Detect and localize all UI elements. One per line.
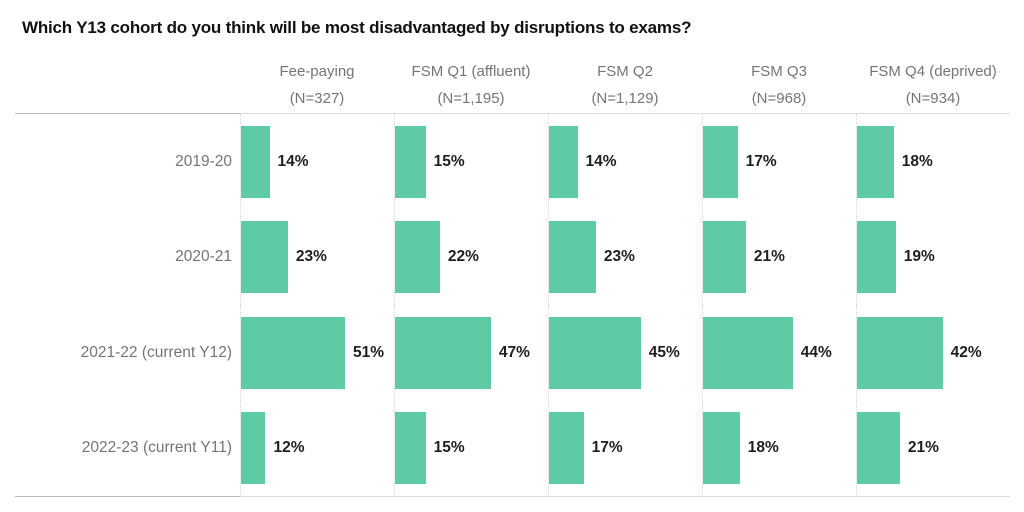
bar-cell: 18% bbox=[702, 400, 856, 496]
bar-value-label: 14% bbox=[277, 152, 309, 170]
bar-value-label: 21% bbox=[753, 248, 785, 266]
bar-value-label: 15% bbox=[433, 152, 465, 170]
bar-cell: 17% bbox=[702, 114, 856, 210]
column-header-fsm-q2: FSM Q2 (N=1,129) bbox=[548, 58, 702, 113]
bar bbox=[857, 316, 943, 389]
bar bbox=[857, 221, 896, 294]
column-header-n: (N=1,129) bbox=[591, 90, 659, 107]
grouped-bar-chart: Fee-paying (N=327) FSM Q1 (affluent) (N=… bbox=[15, 40, 1010, 497]
bar-cell: 51% bbox=[240, 305, 394, 401]
bar bbox=[857, 125, 894, 198]
bar-value-label: 23% bbox=[295, 248, 327, 266]
bar-value-label: 17% bbox=[745, 152, 777, 170]
bar-value-label: 44% bbox=[800, 343, 832, 361]
bar-cell: 21% bbox=[856, 400, 1010, 496]
column-header-name: FSM Q1 (affluent) bbox=[411, 63, 531, 80]
bar-value-label: 23% bbox=[603, 248, 635, 266]
bar bbox=[549, 412, 584, 485]
chart-row: 2019-20 14% 15% 14% 17% 18% bbox=[15, 114, 1010, 210]
column-header-fsm-q3: FSM Q3 (N=968) bbox=[702, 58, 856, 113]
bar-cell: 45% bbox=[548, 305, 702, 401]
chart-row: 2020-21 23% 22% 23% 21% 19% bbox=[15, 209, 1010, 305]
bar bbox=[395, 221, 440, 294]
column-header-fee-paying: Fee-paying (N=327) bbox=[240, 58, 394, 113]
bar-cell: 23% bbox=[548, 209, 702, 305]
column-headers: Fee-paying (N=327) FSM Q1 (affluent) (N=… bbox=[15, 40, 1010, 113]
bar bbox=[395, 412, 426, 485]
bar-value-label: 22% bbox=[447, 248, 479, 266]
bar-value-label: 14% bbox=[585, 152, 617, 170]
bar-value-label: 45% bbox=[648, 343, 680, 361]
bar-cell: 14% bbox=[240, 114, 394, 210]
bar-cell: 47% bbox=[394, 305, 548, 401]
bar bbox=[703, 412, 740, 485]
row-label: 2021-22 (current Y12) bbox=[80, 343, 232, 361]
bar-value-label: 42% bbox=[950, 343, 982, 361]
bar-value-label: 17% bbox=[591, 439, 623, 457]
bar-cell: 12% bbox=[240, 400, 394, 496]
bar-value-label: 21% bbox=[907, 439, 939, 457]
column-header-name: FSM Q3 bbox=[751, 63, 807, 80]
bar bbox=[241, 221, 288, 294]
row-label: 2022-23 (current Y11) bbox=[81, 439, 232, 457]
bar-cell: 14% bbox=[548, 114, 702, 210]
column-header-n: (N=1,195) bbox=[437, 90, 505, 107]
column-header-fsm-q1: FSM Q1 (affluent) (N=1,195) bbox=[394, 58, 548, 113]
bar bbox=[395, 125, 426, 198]
bar-cell: 22% bbox=[394, 209, 548, 305]
bar bbox=[703, 125, 738, 198]
bar-value-label: 19% bbox=[903, 248, 935, 266]
bar-value-label: 18% bbox=[747, 439, 779, 457]
column-header-name: FSM Q4 (deprived) bbox=[869, 63, 997, 80]
bar bbox=[549, 221, 596, 294]
column-header-n: (N=968) bbox=[751, 90, 807, 107]
bar-cell: 21% bbox=[702, 209, 856, 305]
bar bbox=[241, 125, 270, 198]
bar bbox=[395, 316, 491, 389]
bar-cell: 42% bbox=[856, 305, 1010, 401]
row-label: 2019-20 bbox=[175, 152, 232, 170]
bar bbox=[241, 412, 266, 485]
bar bbox=[857, 412, 900, 485]
bar-cell: 18% bbox=[856, 114, 1010, 210]
row-label: 2020-21 bbox=[175, 248, 232, 266]
bar-cell: 15% bbox=[394, 400, 548, 496]
chart-title: Which Y13 cohort do you think will be mo… bbox=[22, 18, 692, 37]
column-header-n: (N=934) bbox=[905, 90, 961, 107]
chart-body: 2019-20 14% 15% 14% 17% 18% 2020-21 23% 22% 23% 21… bbox=[15, 113, 1010, 497]
column-header-fsm-q4: FSM Q4 (deprived) (N=934) bbox=[856, 58, 1010, 113]
chart-row: 2022-23 (current Y11) 12% 15% 17% 18% 21% bbox=[15, 400, 1010, 496]
chart-row: 2021-22 (current Y12) 51% 47% 45% 44% 42% bbox=[15, 305, 1010, 401]
bar bbox=[549, 125, 578, 198]
bar-value-label: 18% bbox=[901, 152, 933, 170]
bar-cell: 19% bbox=[856, 209, 1010, 305]
bar-cell: 17% bbox=[548, 400, 702, 496]
bar bbox=[703, 221, 746, 294]
bar bbox=[549, 316, 641, 389]
bar-cell: 15% bbox=[394, 114, 548, 210]
column-header-name: FSM Q2 bbox=[597, 63, 653, 80]
column-header-n: (N=327) bbox=[289, 90, 345, 107]
bar-value-label: 15% bbox=[433, 439, 465, 457]
bar-value-label: 47% bbox=[498, 343, 530, 361]
bar-value-label: 12% bbox=[273, 439, 305, 457]
bar bbox=[241, 316, 346, 389]
bar-value-label: 51% bbox=[353, 343, 385, 361]
bar-cell: 44% bbox=[702, 305, 856, 401]
bar-cell: 23% bbox=[240, 209, 394, 305]
column-header-name: Fee-paying bbox=[279, 63, 355, 80]
bar bbox=[703, 316, 793, 389]
